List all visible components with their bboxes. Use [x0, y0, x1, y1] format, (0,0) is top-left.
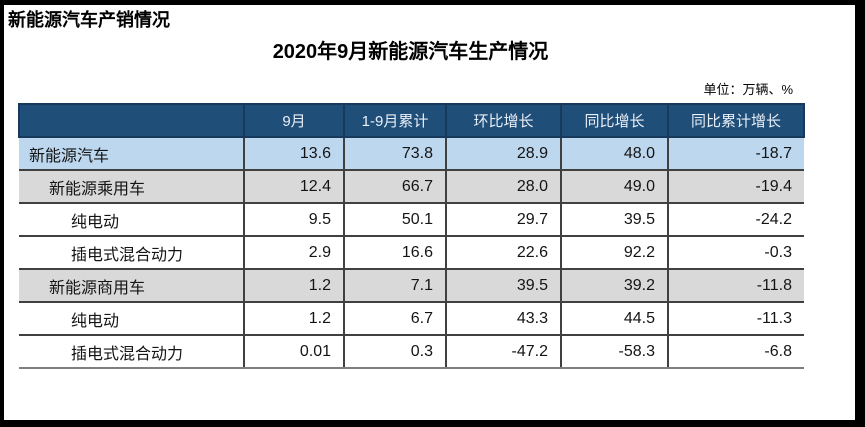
cell-value: 29.7 [445, 202, 561, 237]
cell-value: -58.3 [560, 334, 668, 369]
row-label: 插电式混合动力 [19, 334, 244, 369]
cell-value: 39.5 [445, 268, 561, 303]
header-cell-yoy-growth: 同比增长 [560, 103, 669, 138]
cell-value: -11.3 [667, 301, 804, 336]
page-title: 新能源汽车产销情况 [8, 10, 170, 30]
table-row-passenger-phev: 插电式混合动力 2.9 16.6 22.6 92.2 -0.3 [19, 235, 804, 270]
cell-value: 92.2 [560, 235, 668, 270]
row-label: 新能源乘用车 [19, 169, 244, 204]
cell-value: 66.7 [343, 169, 446, 204]
row-label: 纯电动 [19, 301, 244, 336]
table-row-commercial: 新能源商用车 1.2 7.1 39.5 39.2 -11.8 [19, 268, 804, 303]
header-cell-mom-growth: 环比增长 [445, 103, 562, 138]
cell-value: 73.8 [343, 136, 446, 171]
header-cell-label [18, 103, 245, 138]
cell-value: 13.6 [243, 136, 344, 171]
cell-value: 44.5 [560, 301, 668, 336]
cell-value: -18.7 [667, 136, 804, 171]
table-row-commercial-phev: 插电式混合动力 0.01 0.3 -47.2 -58.3 -6.8 [19, 334, 804, 369]
cell-value: 22.6 [445, 235, 561, 270]
header-cell-september: 9月 [243, 103, 345, 138]
cell-value: 0.3 [343, 334, 446, 369]
cell-value: 2.9 [243, 235, 344, 270]
row-label: 新能源汽车 [19, 136, 244, 171]
cell-value: -0.3 [667, 235, 804, 270]
cell-value: 49.0 [560, 169, 668, 204]
header-cell-cumulative: 1-9月累计 [343, 103, 447, 138]
row-label: 新能源商用车 [19, 268, 244, 303]
table-row-commercial-bev: 纯电动 1.2 6.7 43.3 44.5 -11.3 [19, 301, 804, 336]
cell-value: 0.01 [243, 334, 344, 369]
cell-value: -11.8 [667, 268, 804, 303]
unit-label: 单位：万辆、% [703, 82, 793, 97]
cell-value: 12.4 [243, 169, 344, 204]
production-table: 9月 1-9月累计 环比增长 同比增长 同比累计增长 新能源汽车 13.6 73… [18, 103, 805, 369]
cell-value: 50.1 [343, 202, 446, 237]
cell-value: -6.8 [667, 334, 804, 369]
header-row: 9月 1-9月累计 环比增长 同比增长 同比累计增长 [18, 103, 805, 138]
cell-value: 39.5 [560, 202, 668, 237]
cell-value: 7.1 [343, 268, 446, 303]
cell-value: 16.6 [343, 235, 446, 270]
cell-value: 39.2 [560, 268, 668, 303]
cell-value: 1.2 [243, 301, 344, 336]
table-title: 2020年9月新能源汽车生产情况 [272, 41, 549, 63]
cell-value: 1.2 [243, 268, 344, 303]
cell-value: 48.0 [560, 136, 668, 171]
cell-value: 9.5 [243, 202, 344, 237]
cell-value: -47.2 [445, 334, 561, 369]
cell-value: 6.7 [343, 301, 446, 336]
table-row-passenger-bev: 纯电动 9.5 50.1 29.7 39.5 -24.2 [19, 202, 804, 237]
cell-value: 43.3 [445, 301, 561, 336]
cell-value: -24.2 [667, 202, 804, 237]
cell-value: 28.0 [445, 169, 561, 204]
table-row-nev-total: 新能源汽车 13.6 73.8 28.9 48.0 -18.7 [19, 136, 804, 171]
row-label: 插电式混合动力 [19, 235, 244, 270]
row-label: 纯电动 [19, 202, 244, 237]
table-row-passenger: 新能源乘用车 12.4 66.7 28.0 49.0 -19.4 [19, 169, 804, 204]
cell-value: 28.9 [445, 136, 561, 171]
header-cell-yoy-cumulative-growth: 同比累计增长 [667, 103, 805, 138]
cell-value: -19.4 [667, 169, 804, 204]
